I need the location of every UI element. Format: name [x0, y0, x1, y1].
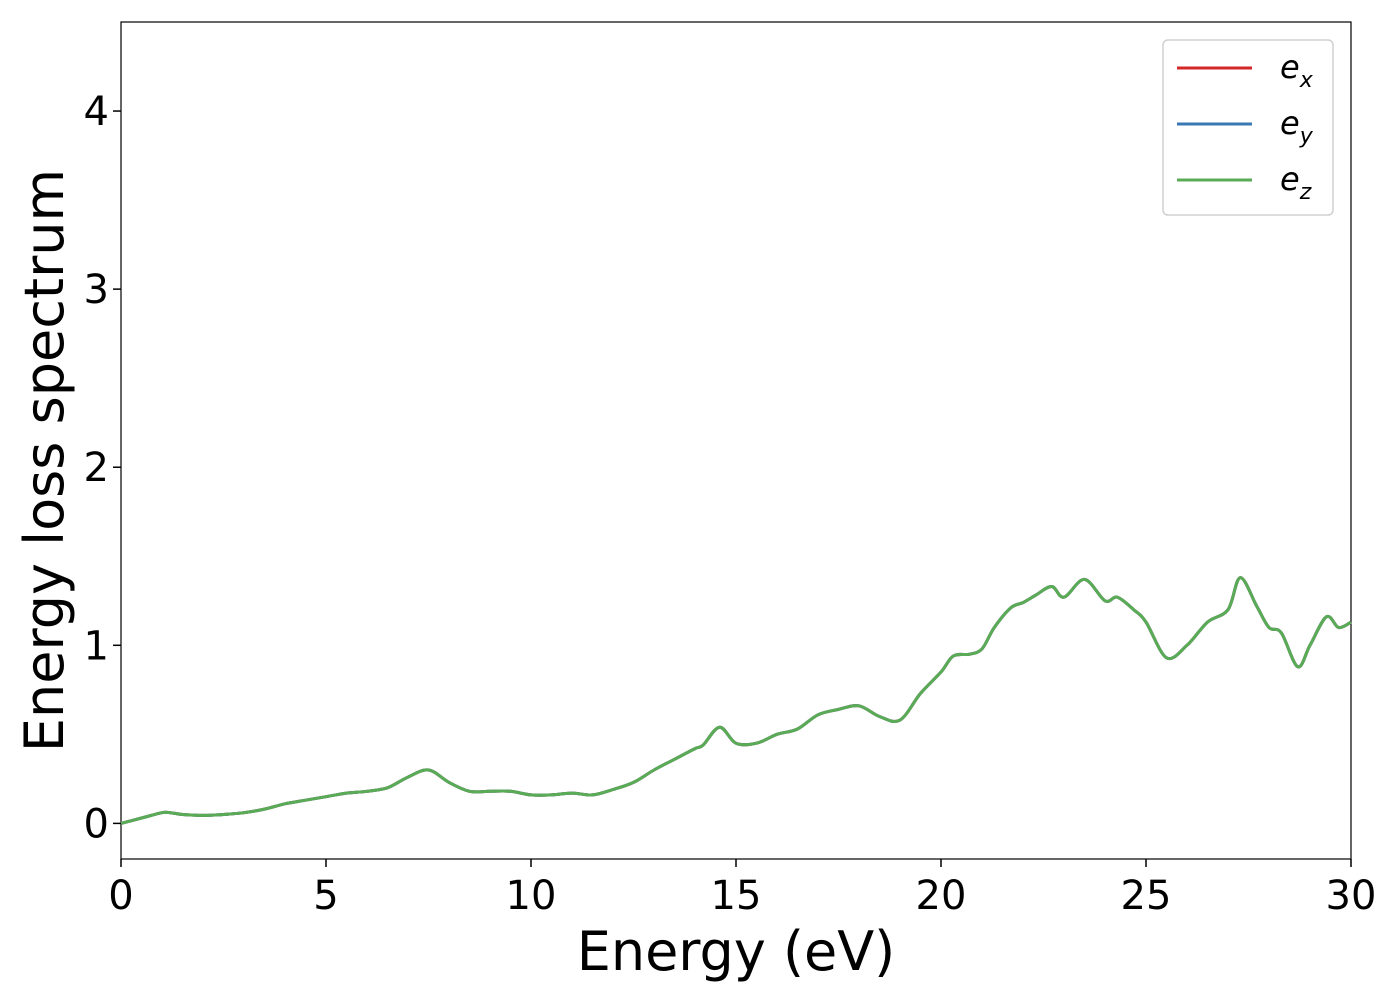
x-tick-label: 0 — [108, 873, 133, 919]
legend-label-subscript: y — [1299, 124, 1314, 149]
y-axis-label: Energy loss spectrum — [13, 169, 76, 752]
legend-box — [1162, 39, 1334, 216]
y-tick-label: 4 — [84, 89, 109, 135]
x-tick-label: 15 — [711, 873, 762, 919]
x-tick-label: 5 — [313, 873, 338, 919]
legend-label-subscript: x — [1299, 68, 1314, 93]
legend-label-base: e — [1280, 160, 1300, 198]
x-tick-label: 30 — [1326, 873, 1377, 919]
plot-area — [120, 21, 1352, 860]
series-layer — [120, 576, 1352, 825]
x-tick-label: 25 — [1121, 873, 1172, 919]
x-tick-label: 10 — [506, 873, 557, 919]
y-tick-label: 3 — [84, 267, 109, 313]
legend-label-subscript: z — [1299, 180, 1312, 205]
legend-label-e-x: ex — [1280, 48, 1314, 93]
x-axis-label: Energy (eV) — [577, 920, 896, 983]
legend-label-base: e — [1280, 48, 1300, 86]
legend-label-e-z: ez — [1280, 160, 1312, 205]
x-tick-label: 20 — [916, 873, 967, 919]
x-axis-ticks: 0 5 10 15 20 25 30 — [108, 859, 1376, 919]
y-axis-ticks: 0 1 2 3 4 — [84, 89, 121, 847]
legend-label-e-y: ey — [1280, 104, 1314, 149]
series-line-e-z — [120, 576, 1352, 825]
y-tick-label: 1 — [84, 623, 109, 669]
y-tick-label: 2 — [84, 445, 109, 491]
plot-frame — [120, 21, 1352, 860]
y-tick-label: 0 — [84, 801, 109, 847]
legend-label-base: e — [1280, 104, 1300, 142]
